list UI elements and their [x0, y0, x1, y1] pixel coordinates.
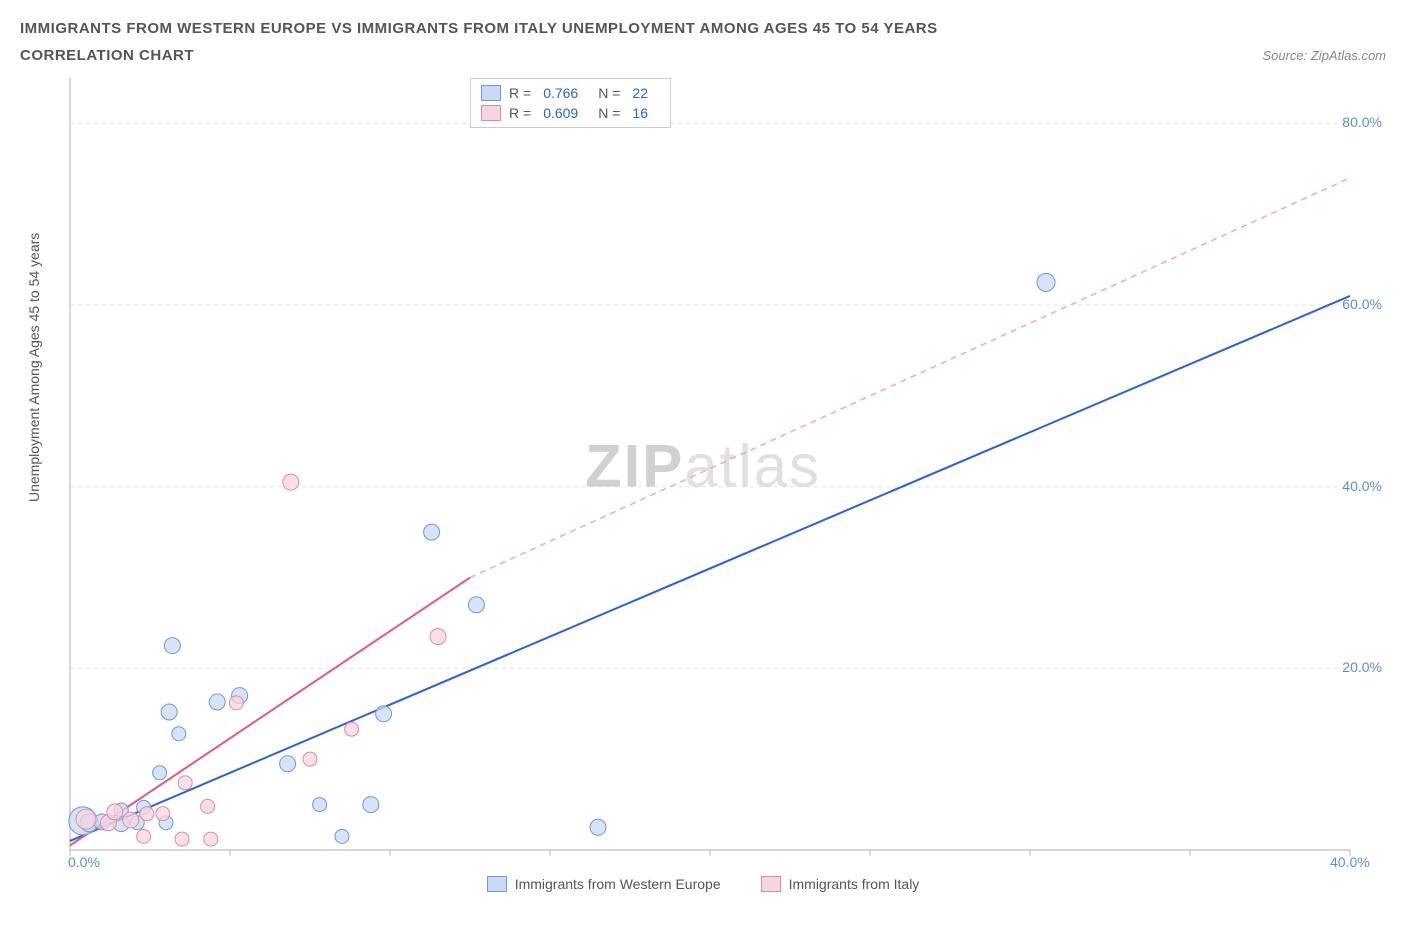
legend-swatch	[481, 105, 501, 121]
chart-title: Immigrants from Western Europe vs Immigr…	[20, 20, 1386, 37]
y-tick-label: 60.0%	[1342, 296, 1382, 312]
legend-series-label: Immigrants from Italy	[789, 876, 920, 892]
legend-swatch	[761, 876, 781, 892]
correlation-chart: Unemployment Among Ages 45 to 54 years Z…	[20, 72, 1386, 892]
legend-series: Immigrants from Western Europe Immigrants…	[20, 876, 1386, 892]
chart-source: Source: ZipAtlas.com	[1262, 48, 1386, 63]
chart-subtitle: Correlation Chart	[20, 47, 194, 64]
x-tick-label: 40.0%	[1330, 854, 1370, 870]
legend-stat-row: R = 0.766 N = 22	[481, 83, 660, 103]
y-tick-label: 80.0%	[1342, 114, 1382, 130]
x-tick-label: 0.0%	[68, 854, 100, 870]
legend-r-label: R =	[509, 105, 531, 121]
legend-n-value: 22	[632, 85, 648, 101]
legend-r-value: 0.766	[543, 85, 578, 101]
legend-n-label: N =	[598, 85, 620, 101]
chart-svg	[20, 72, 1386, 892]
y-tick-label: 20.0%	[1342, 659, 1382, 675]
legend-n-label: N =	[598, 105, 620, 121]
legend-r-value: 0.609	[543, 105, 578, 121]
y-axis-label: Unemployment Among Ages 45 to 54 years	[26, 233, 42, 502]
legend-series-item: Immigrants from Italy	[761, 876, 920, 892]
legend-r-label: R =	[509, 85, 531, 101]
y-tick-label: 40.0%	[1342, 478, 1382, 494]
legend-series-item: Immigrants from Western Europe	[487, 876, 721, 892]
legend-swatch	[481, 85, 501, 101]
legend-stat-row: R = 0.609 N = 16	[481, 103, 660, 123]
chart-header: Immigrants from Western Europe vs Immigr…	[20, 20, 1386, 64]
legend-swatch	[487, 876, 507, 892]
legend-n-value: 16	[632, 105, 648, 121]
legend-series-label: Immigrants from Western Europe	[515, 876, 721, 892]
legend-stats: R = 0.766 N = 22 R = 0.609 N = 16	[470, 78, 671, 128]
